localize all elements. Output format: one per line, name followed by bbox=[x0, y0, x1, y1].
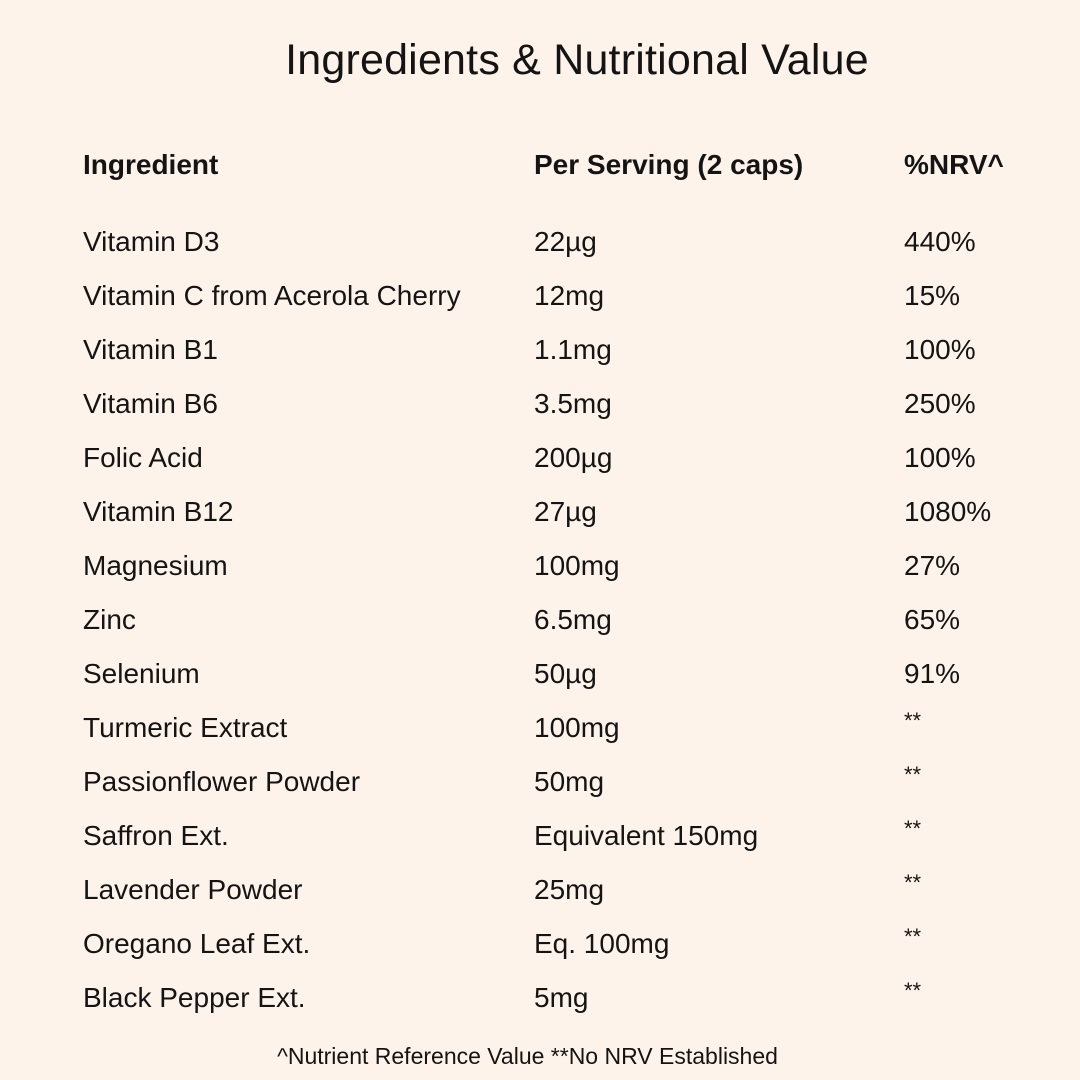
nrv-value: 100% bbox=[904, 442, 976, 473]
table-row: Saffron Ext. Equivalent 150mg ** bbox=[83, 809, 1043, 863]
per-serving-value: 50mg bbox=[534, 766, 605, 797]
nrv-value: ** bbox=[904, 708, 922, 733]
table-row: Vitamin B6 3.5mg 250% bbox=[83, 377, 1043, 431]
nrv-value: 65% bbox=[904, 604, 961, 635]
per-serving-value: Eq. 100mg bbox=[534, 928, 670, 959]
per-serving-value: 200µg bbox=[534, 442, 613, 473]
table-row: Vitamin C from Acerola Cherry 12mg 15% bbox=[83, 269, 1043, 323]
ingredient-name: Selenium bbox=[83, 658, 200, 689]
per-serving-value: 12mg bbox=[534, 280, 605, 311]
table-row: Oregano Leaf Ext. Eq. 100mg ** bbox=[83, 917, 1043, 971]
header-nrv: %NRV^ bbox=[904, 149, 1004, 180]
header-per-serving: Per Serving (2 caps) bbox=[534, 149, 804, 180]
ingredient-name: Passionflower Powder bbox=[83, 766, 361, 797]
nrv-value: 15% bbox=[904, 280, 961, 311]
table-row: Vitamin B12 27µg 1080% bbox=[83, 485, 1043, 539]
nrv-value: 440% bbox=[904, 226, 976, 257]
per-serving-value: 100mg bbox=[534, 712, 620, 743]
ingredient-name: Black Pepper Ext. bbox=[83, 982, 306, 1013]
per-serving-value: 5mg bbox=[534, 982, 589, 1013]
nrv-value: ** bbox=[904, 924, 922, 949]
table-row: Lavender Powder 25mg ** bbox=[83, 863, 1043, 917]
ingredient-name: Vitamin D3 bbox=[83, 226, 220, 257]
per-serving-value: 22µg bbox=[534, 226, 597, 257]
ingredient-name: Magnesium bbox=[83, 550, 228, 581]
table-row: Zinc 6.5mg 65% bbox=[83, 593, 1043, 647]
table-row: Turmeric Extract 100mg ** bbox=[83, 701, 1043, 755]
nrv-value: 100% bbox=[904, 334, 976, 365]
header-ingredient: Ingredient bbox=[83, 149, 219, 180]
ingredient-name: Lavender Powder bbox=[83, 874, 303, 905]
table-row: Magnesium 100mg 27% bbox=[83, 539, 1043, 593]
table-header-row: Ingredient Per Serving (2 caps) %NRV^ bbox=[83, 145, 1043, 185]
ingredient-name: Turmeric Extract bbox=[83, 712, 288, 743]
ingredient-name: Vitamin B1 bbox=[83, 334, 218, 365]
table-row: Passionflower Powder 50mg ** bbox=[83, 755, 1043, 809]
per-serving-value: 1.1mg bbox=[534, 334, 612, 365]
per-serving-value: 6.5mg bbox=[534, 604, 612, 635]
nrv-value: 27% bbox=[904, 550, 961, 581]
ingredient-name: Zinc bbox=[83, 604, 136, 635]
ingredient-name: Vitamin B6 bbox=[83, 388, 218, 419]
nrv-value: ** bbox=[904, 816, 922, 841]
per-serving-value: Equivalent 150mg bbox=[534, 820, 759, 851]
table-row: Selenium 50µg 91% bbox=[83, 647, 1043, 701]
nrv-value: 250% bbox=[904, 388, 976, 419]
ingredient-name: Folic Acid bbox=[83, 442, 203, 473]
per-serving-value: 50µg bbox=[534, 658, 597, 689]
table-row: Folic Acid 200µg 100% bbox=[83, 431, 1043, 485]
page-title: Ingredients & Nutritional Value bbox=[285, 36, 869, 84]
table-row: Black Pepper Ext. 5mg ** bbox=[83, 971, 1043, 1025]
ingredient-name: Oregano Leaf Ext. bbox=[83, 928, 311, 959]
nrv-value: ** bbox=[904, 978, 922, 1003]
per-serving-value: 27µg bbox=[534, 496, 597, 527]
per-serving-value: 100mg bbox=[534, 550, 620, 581]
ingredient-name: Vitamin C from Acerola Cherry bbox=[83, 280, 461, 311]
per-serving-value: 25mg bbox=[534, 874, 605, 905]
footnote: ^Nutrient Reference Value **No NRV Estab… bbox=[277, 1043, 778, 1069]
ingredient-name: Saffron Ext. bbox=[83, 820, 229, 851]
nutrition-table: Ingredient Per Serving (2 caps) %NRV^ Vi… bbox=[83, 145, 1043, 1025]
nrv-value: ** bbox=[904, 762, 922, 787]
ingredient-name: Vitamin B12 bbox=[83, 496, 234, 527]
nrv-value: 1080% bbox=[904, 496, 992, 527]
nrv-value: 91% bbox=[904, 658, 961, 689]
per-serving-value: 3.5mg bbox=[534, 388, 612, 419]
table-row: Vitamin B1 1.1mg 100% bbox=[83, 323, 1043, 377]
nrv-value: ** bbox=[904, 870, 922, 895]
table-row: Vitamin D3 22µg 440% bbox=[83, 215, 1043, 269]
